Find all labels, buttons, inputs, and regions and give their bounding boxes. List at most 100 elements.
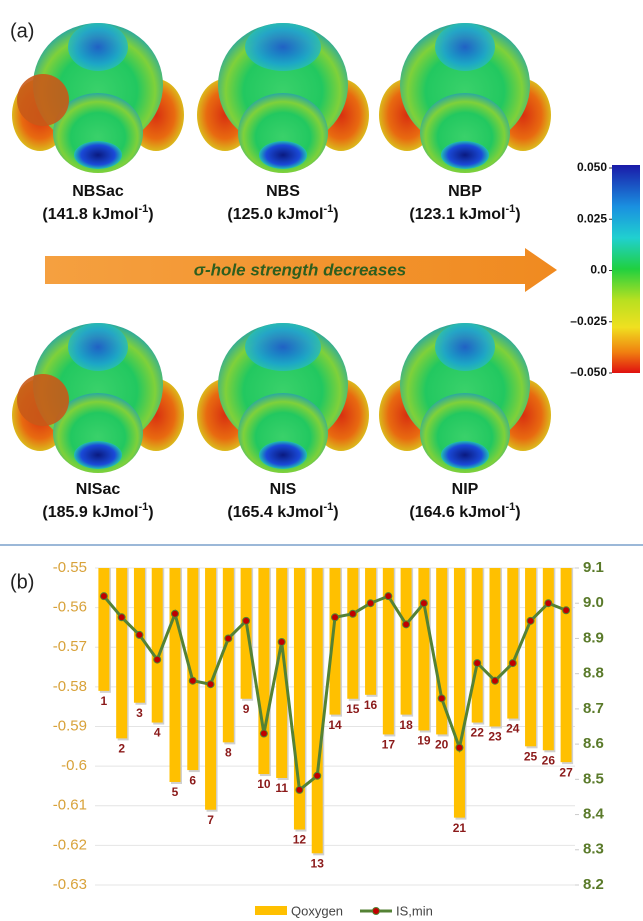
line-marker (260, 730, 267, 737)
bar-label: 13 (311, 856, 325, 870)
line-marker (296, 786, 303, 793)
line-marker (314, 772, 321, 779)
line-marker (332, 614, 339, 621)
energy-close: ) (515, 206, 520, 223)
line-marker (189, 677, 196, 684)
energy-close: ) (515, 504, 520, 521)
legend-label: Qoxygen (291, 903, 343, 918)
line-marker (136, 631, 143, 638)
line-marker (545, 600, 552, 607)
bar-label: 2 (118, 742, 125, 756)
energy-unit-exponent: -1 (323, 203, 333, 215)
molecule (379, 23, 551, 173)
mep-lobe (17, 374, 69, 426)
bar (170, 568, 181, 782)
bar-label: 26 (542, 753, 556, 767)
mep-lobe (17, 74, 69, 126)
bar-label: 19 (417, 734, 431, 748)
molecule-energy: (123.1 kJmol-1) (409, 203, 520, 223)
mep-top (435, 323, 495, 371)
bar (418, 568, 429, 730)
bar (507, 568, 518, 719)
bar (205, 568, 216, 810)
bar-label: 5 (172, 785, 179, 799)
colorbar-tick-label: –0.025 (570, 314, 607, 328)
y2-tick-label: 8.6 (583, 735, 604, 752)
line-marker (563, 607, 570, 614)
bar-label: 23 (488, 730, 502, 744)
molecule (379, 323, 551, 473)
bar (116, 568, 127, 738)
energy-value: (125.0 kJmol (227, 206, 323, 223)
bar (490, 568, 501, 727)
legend-swatch (373, 908, 380, 915)
molecule-name: NBP (448, 183, 482, 200)
energy-unit-exponent: -1 (323, 501, 333, 513)
y2-tick-label: 8.7 (583, 700, 604, 717)
molecule-energy: (164.6 kJmol-1) (409, 501, 520, 521)
energy-close: ) (148, 504, 153, 521)
bar-label: 14 (328, 718, 342, 732)
line-marker (225, 635, 232, 642)
bar (312, 568, 323, 853)
molecule (12, 323, 184, 473)
line-marker (154, 656, 161, 663)
line-marker (349, 610, 356, 617)
bar (401, 568, 412, 715)
line-marker (118, 614, 125, 621)
line-marker (100, 593, 107, 600)
molecule-name: NIP (452, 481, 479, 498)
bar (258, 568, 269, 774)
energy-close: ) (333, 504, 338, 521)
arrow-text: σ-hole strength decreases (194, 260, 407, 279)
energy-close: ) (333, 206, 338, 223)
bar-label: 25 (524, 749, 538, 763)
colorbar-tick-label: 0.050 (577, 160, 607, 174)
energy-value: (165.4 kJmol (227, 504, 323, 521)
bar (241, 568, 252, 699)
bar (365, 568, 376, 695)
y2-tick-label: 8.4 (583, 806, 605, 823)
bar-label: 20 (435, 738, 449, 752)
line-marker (492, 677, 499, 684)
y2-tick-label: 8.8 (583, 665, 604, 682)
bar-label: 18 (399, 718, 413, 732)
y2-tick-label: 9.1 (583, 559, 604, 576)
energy-value: (185.9 kJmol (42, 504, 138, 521)
molecule-name: NBSac (72, 183, 124, 200)
molecule-energy: (125.0 kJmol-1) (227, 203, 338, 223)
energy-value: (123.1 kJmol (409, 206, 505, 223)
y-tick-label: -0.63 (53, 876, 87, 893)
line-marker (420, 600, 427, 607)
y2-tick-label: 8.5 (583, 770, 604, 787)
mep-bottom (441, 141, 489, 169)
energy-unit-exponent: -1 (505, 501, 515, 513)
energy-unit-exponent: -1 (505, 203, 515, 215)
bar (454, 568, 465, 818)
bar (98, 568, 109, 691)
colorbar-tick-label: –0.050 (570, 365, 607, 379)
line-marker (385, 593, 392, 600)
bar (347, 568, 358, 699)
bar-label: 27 (559, 765, 573, 779)
bar (525, 568, 536, 746)
bar (472, 568, 483, 723)
y-tick-label: -0.61 (53, 797, 87, 814)
bar (543, 568, 554, 750)
panel-label: (b) (10, 571, 34, 593)
molecule-energy: (165.4 kJmol-1) (227, 501, 338, 521)
line-marker (367, 600, 374, 607)
molecule (197, 23, 369, 173)
y2-tick-label: 8.2 (583, 876, 604, 893)
panel-label: (a) (10, 20, 34, 42)
molecule-name: NISac (76, 481, 121, 498)
legend-swatch (255, 906, 287, 915)
line-marker (243, 617, 250, 624)
y-tick-label: -0.58 (53, 678, 87, 695)
y-tick-label: -0.56 (53, 599, 87, 616)
mep-bottom (441, 441, 489, 469)
bar-label: 11 (275, 781, 288, 795)
y-tick-label: -0.59 (53, 717, 87, 734)
energy-value: (141.8 kJmol (42, 206, 138, 223)
bar-label: 12 (293, 833, 307, 847)
